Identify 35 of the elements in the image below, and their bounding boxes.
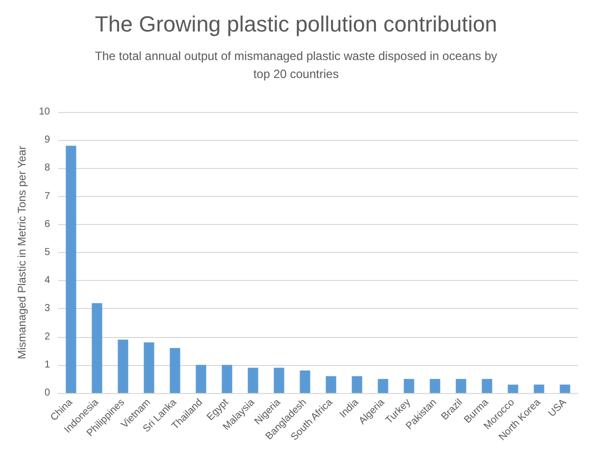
y-tick-label: 2 — [44, 331, 50, 342]
bar — [196, 364, 206, 393]
x-tick-label: USA — [546, 396, 570, 420]
bar — [300, 370, 310, 393]
y-tick-label: 1 — [44, 359, 50, 370]
bar — [144, 342, 154, 393]
y-tick-label: 6 — [44, 218, 50, 230]
y-axis-title: Mismanaged Plastic in Metric Tons per Year — [16, 146, 28, 360]
bar — [222, 364, 232, 393]
y-tick-label: 10 — [38, 106, 50, 118]
y-tick-label: 0 — [44, 388, 50, 398]
bar — [352, 376, 362, 393]
bar — [508, 384, 518, 393]
chart-subtitle: The total annual output of mismanaged plastic waste disposed in oceans by top 20 countries — [94, 49, 498, 81]
bar — [248, 368, 258, 393]
bar — [534, 384, 544, 393]
bar — [404, 378, 414, 393]
bar — [560, 384, 570, 393]
bar — [274, 368, 284, 393]
chart-title: The Growing plastic pollution contribution — [94, 12, 498, 36]
bar — [456, 378, 466, 393]
y-tick-label: 8 — [44, 162, 50, 174]
bar — [118, 340, 128, 393]
y-tick-label: 7 — [44, 190, 50, 202]
bar — [66, 146, 76, 393]
bar — [92, 303, 102, 393]
y-tick-label: 3 — [44, 303, 50, 314]
bar — [378, 378, 388, 393]
y-tick-label: 5 — [44, 247, 50, 258]
y-tick-label: 4 — [44, 275, 50, 286]
bar — [482, 378, 492, 393]
y-tick-label: 9 — [44, 134, 50, 146]
bar — [326, 376, 336, 393]
bar — [430, 378, 440, 393]
bar — [170, 348, 180, 393]
